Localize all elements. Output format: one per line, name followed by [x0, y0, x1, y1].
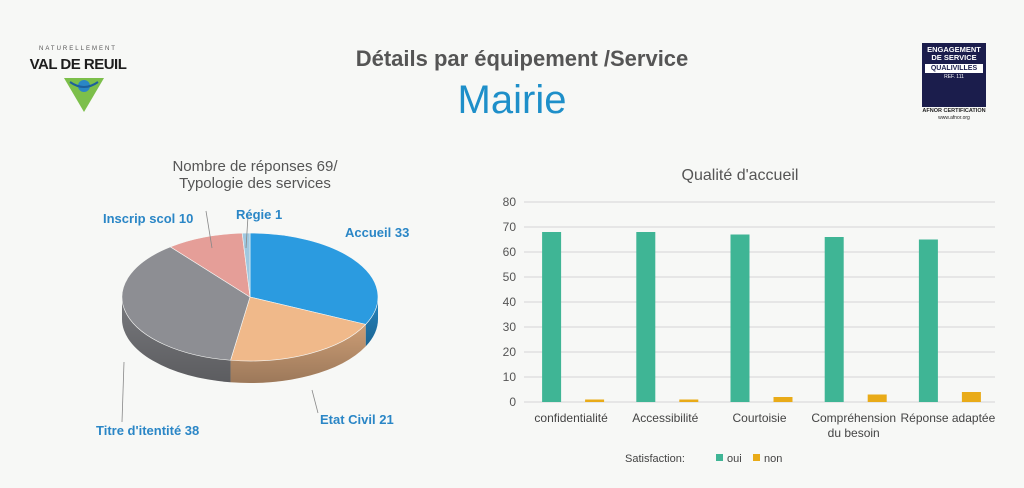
x-tick-label: Courtoisie: [732, 411, 786, 425]
pie-slice-regie: [241, 232, 251, 298]
pie-leader-line: [121, 361, 125, 423]
pie-title-line-1: Nombre de réponses 69/: [172, 158, 338, 175]
pie-label-accueil: Accueil 33: [345, 225, 410, 240]
y-tick-label: 20: [503, 345, 517, 359]
y-tick-label: 0: [509, 395, 516, 409]
pie-label-etat-civil: Etat Civil 21: [320, 412, 394, 427]
y-tick-label: 60: [503, 245, 517, 259]
val-de-reuil-logo: NATURELLEMENT VAL DE REUIL: [28, 46, 138, 116]
legend-title: Satisfaction:: [625, 453, 685, 465]
bar-non-1: [679, 399, 699, 402]
pie-label-inscrip-scol: Inscrip scol 10: [103, 211, 194, 226]
qualivilles-certification-logo: ENGAGEMENT DE SERVICE QUALIVILLES REF. 1…: [922, 43, 986, 107]
pie-side-walls: [122, 297, 378, 383]
pie-label-titre-identite: Titre d'itentité 38: [96, 423, 200, 438]
pie-leader-line: [245, 215, 249, 249]
pie-slices: [121, 232, 379, 362]
cert-badge: QUALIVILLES: [925, 64, 983, 73]
pie-slice-etat-civil: [230, 296, 367, 362]
pie-chart-title: Nombre de réponses 69/ Typologie des ser…: [125, 158, 385, 192]
pie-leader-line: [205, 210, 213, 249]
page-subtitle: Mairie: [457, 78, 567, 122]
bar-non-3: [867, 394, 887, 402]
pie-leader-line: [311, 389, 319, 414]
bar-oui-0: [542, 232, 562, 402]
x-tick-label: Compréhension: [811, 411, 896, 425]
bar-non-0: [585, 399, 605, 402]
legend-label-non: non: [764, 453, 782, 465]
cert-line-1: ENGAGEMENT: [927, 45, 981, 54]
x-tick-label: Réponse adaptée: [901, 411, 996, 425]
cert-afnor: AFNOR CERTIFICATION: [922, 108, 986, 114]
cert-line-2: DE SERVICE: [931, 53, 977, 62]
y-tick-label: 10: [503, 370, 517, 384]
pie-title-line-2: Typologie des services: [179, 175, 331, 192]
logo-tagline: NATURELLEMENT: [39, 46, 117, 52]
bar-oui-4: [918, 239, 938, 402]
pie-label-regie: Régie 1: [236, 207, 283, 222]
legend-swatch-non: [753, 454, 760, 461]
pie-slice-inscrip-scol: [169, 232, 251, 298]
logo-name: VAL DE REUIL: [29, 56, 127, 73]
pie-slice-accueil: [249, 232, 379, 325]
bar-non-4: [961, 392, 981, 402]
y-tick-label: 70: [503, 220, 517, 234]
bar-oui-2: [730, 234, 750, 402]
bar-chart: Qualité d'accueil 0 10 20 30 40 50 60 70 80 confid…: [503, 167, 996, 465]
cert-ref: REF. 111: [944, 74, 964, 80]
x-tick-label: Accessibilité: [632, 411, 698, 425]
y-tick-label: 50: [503, 270, 517, 284]
triangle-logo-icon: [64, 78, 104, 112]
y-tick-label: 30: [503, 320, 517, 334]
bar-chart-title: Qualité d'accueil: [682, 167, 799, 184]
legend-label-oui: oui: [727, 453, 742, 465]
bar-oui-1: [636, 232, 656, 402]
bar-non-2: [773, 397, 793, 402]
pie-chart: [121, 210, 379, 423]
legend-swatch-oui: [716, 454, 723, 461]
y-tick-label: 40: [503, 295, 517, 309]
page-title: Détails par équipement /Service: [355, 46, 689, 71]
bar-oui-3: [824, 237, 844, 402]
cert-site: www.afnor.org: [938, 115, 970, 121]
x-tick-label: confidentialité: [534, 411, 608, 425]
x-tick-label: du besoin: [828, 426, 880, 440]
y-tick-label: 80: [503, 195, 517, 209]
pie-slice-titre-identite: [121, 246, 251, 361]
